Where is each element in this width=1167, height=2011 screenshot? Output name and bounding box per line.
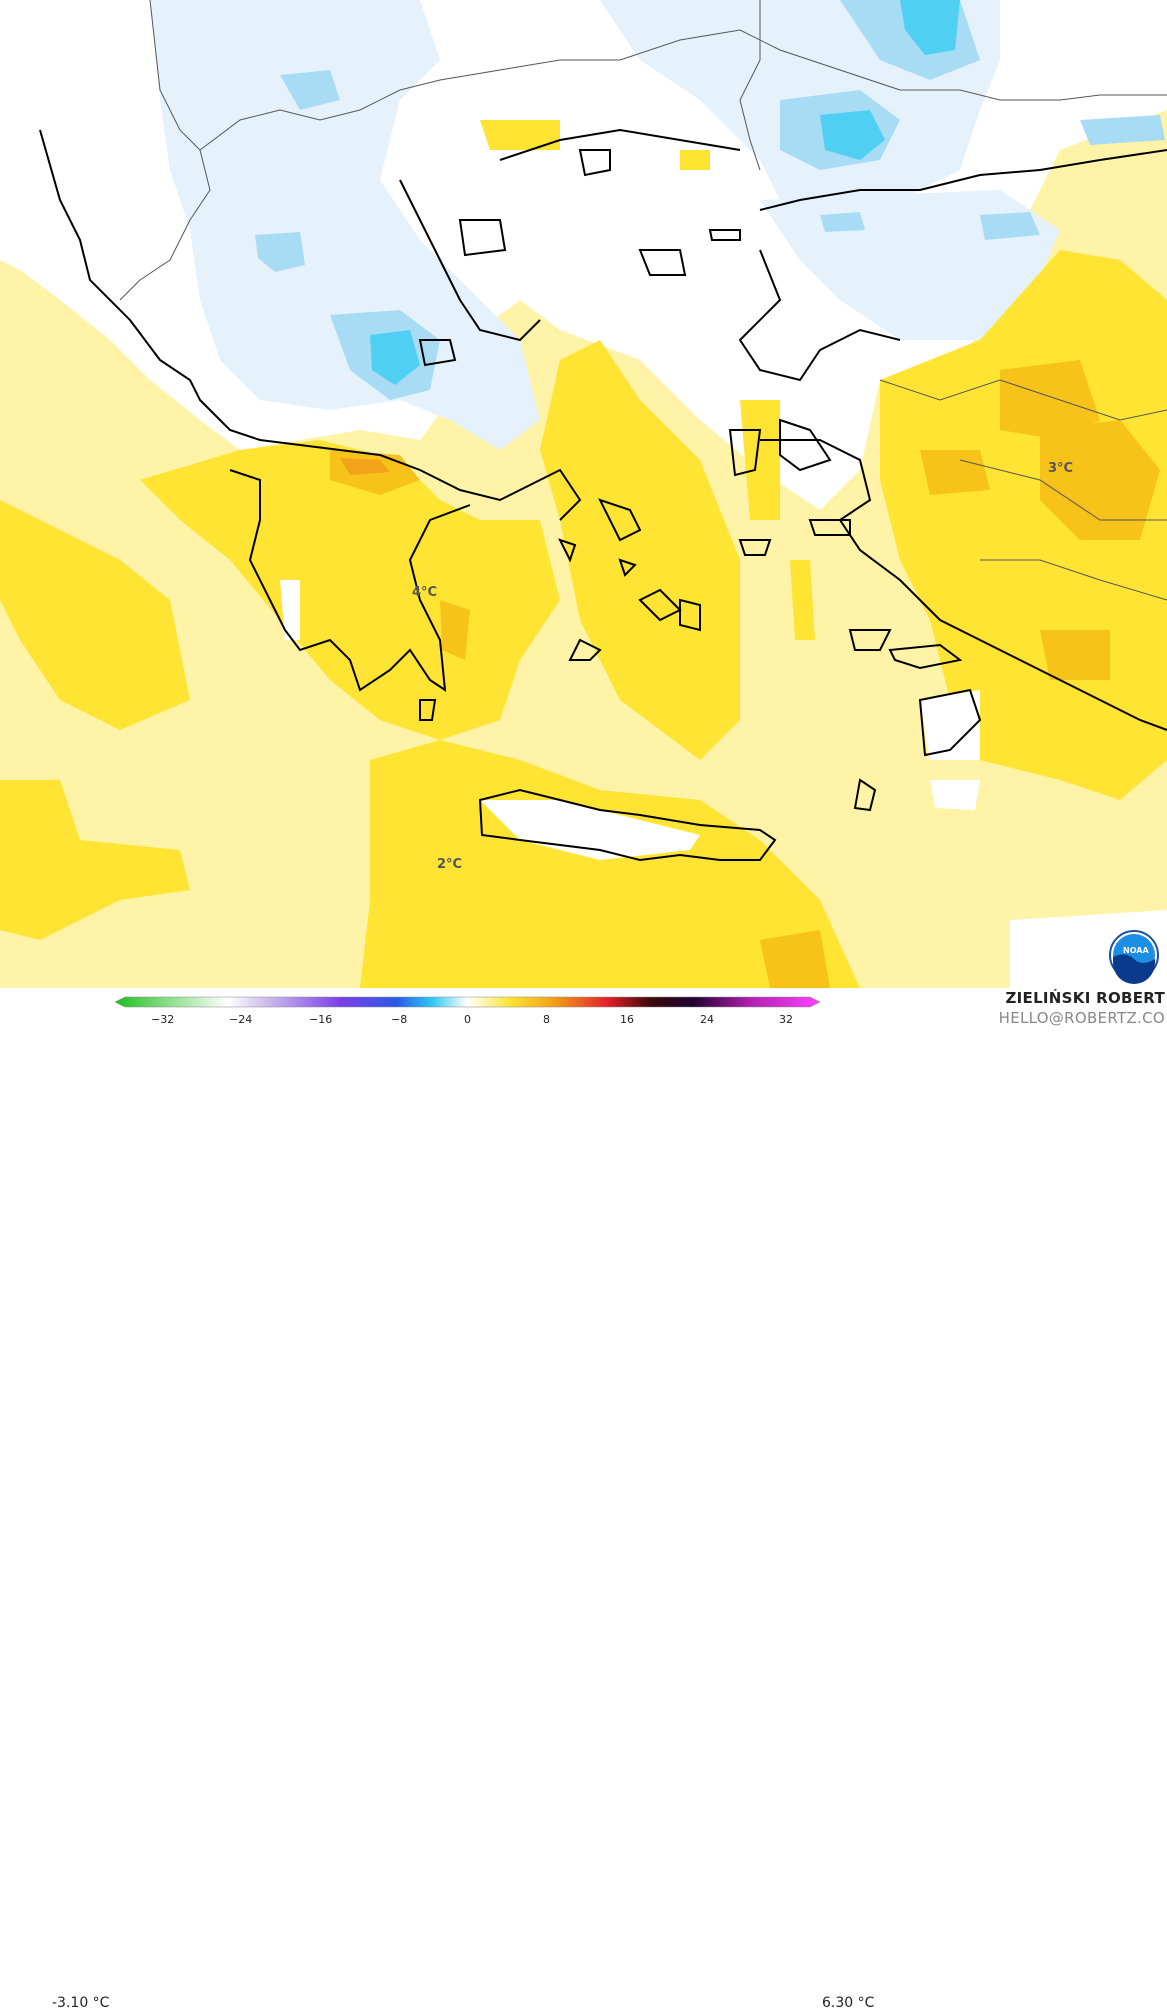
- tick-label: −16: [309, 1013, 332, 1026]
- min-value: -3.10 °C: [52, 1995, 110, 2011]
- tick-label: −8: [391, 1013, 407, 1026]
- tick-label: 24: [700, 1013, 714, 1026]
- max-value: 6.30 °C: [822, 1995, 875, 2011]
- author-email: HELLO@ROBERTZ.CO: [998, 1009, 1165, 1027]
- tick-label: −24: [229, 1013, 252, 1026]
- tick-label: 16: [620, 1013, 634, 1026]
- tick-label: 32: [779, 1013, 793, 1026]
- temp-label-east: 3°C: [1048, 461, 1073, 476]
- temp-label-crete: 2°C: [437, 857, 462, 872]
- borders: [119, 0, 1167, 601]
- noaa-logo: NOAA: [1109, 930, 1159, 984]
- tick-label: 0: [464, 1013, 471, 1026]
- tick-label: 8: [543, 1013, 550, 1026]
- footer: -3.10 °C 6.30 °C −32 −: [0, 988, 1167, 2011]
- colorbar: −32 −24 −16 −8 0 8 16 24 32: [115, 996, 820, 1026]
- coastlines: [39, 128, 1167, 862]
- svg-text:NOAA: NOAA: [1123, 946, 1149, 955]
- tick-label: −32: [151, 1013, 174, 1026]
- author-credit: ZIELIŃSKI ROBERT: [1005, 989, 1165, 1007]
- temperature-anomaly-map: 3°C 4°C 2°C NOAA: [0, 0, 1167, 988]
- temp-label-peloponnese: 4°C: [412, 585, 437, 600]
